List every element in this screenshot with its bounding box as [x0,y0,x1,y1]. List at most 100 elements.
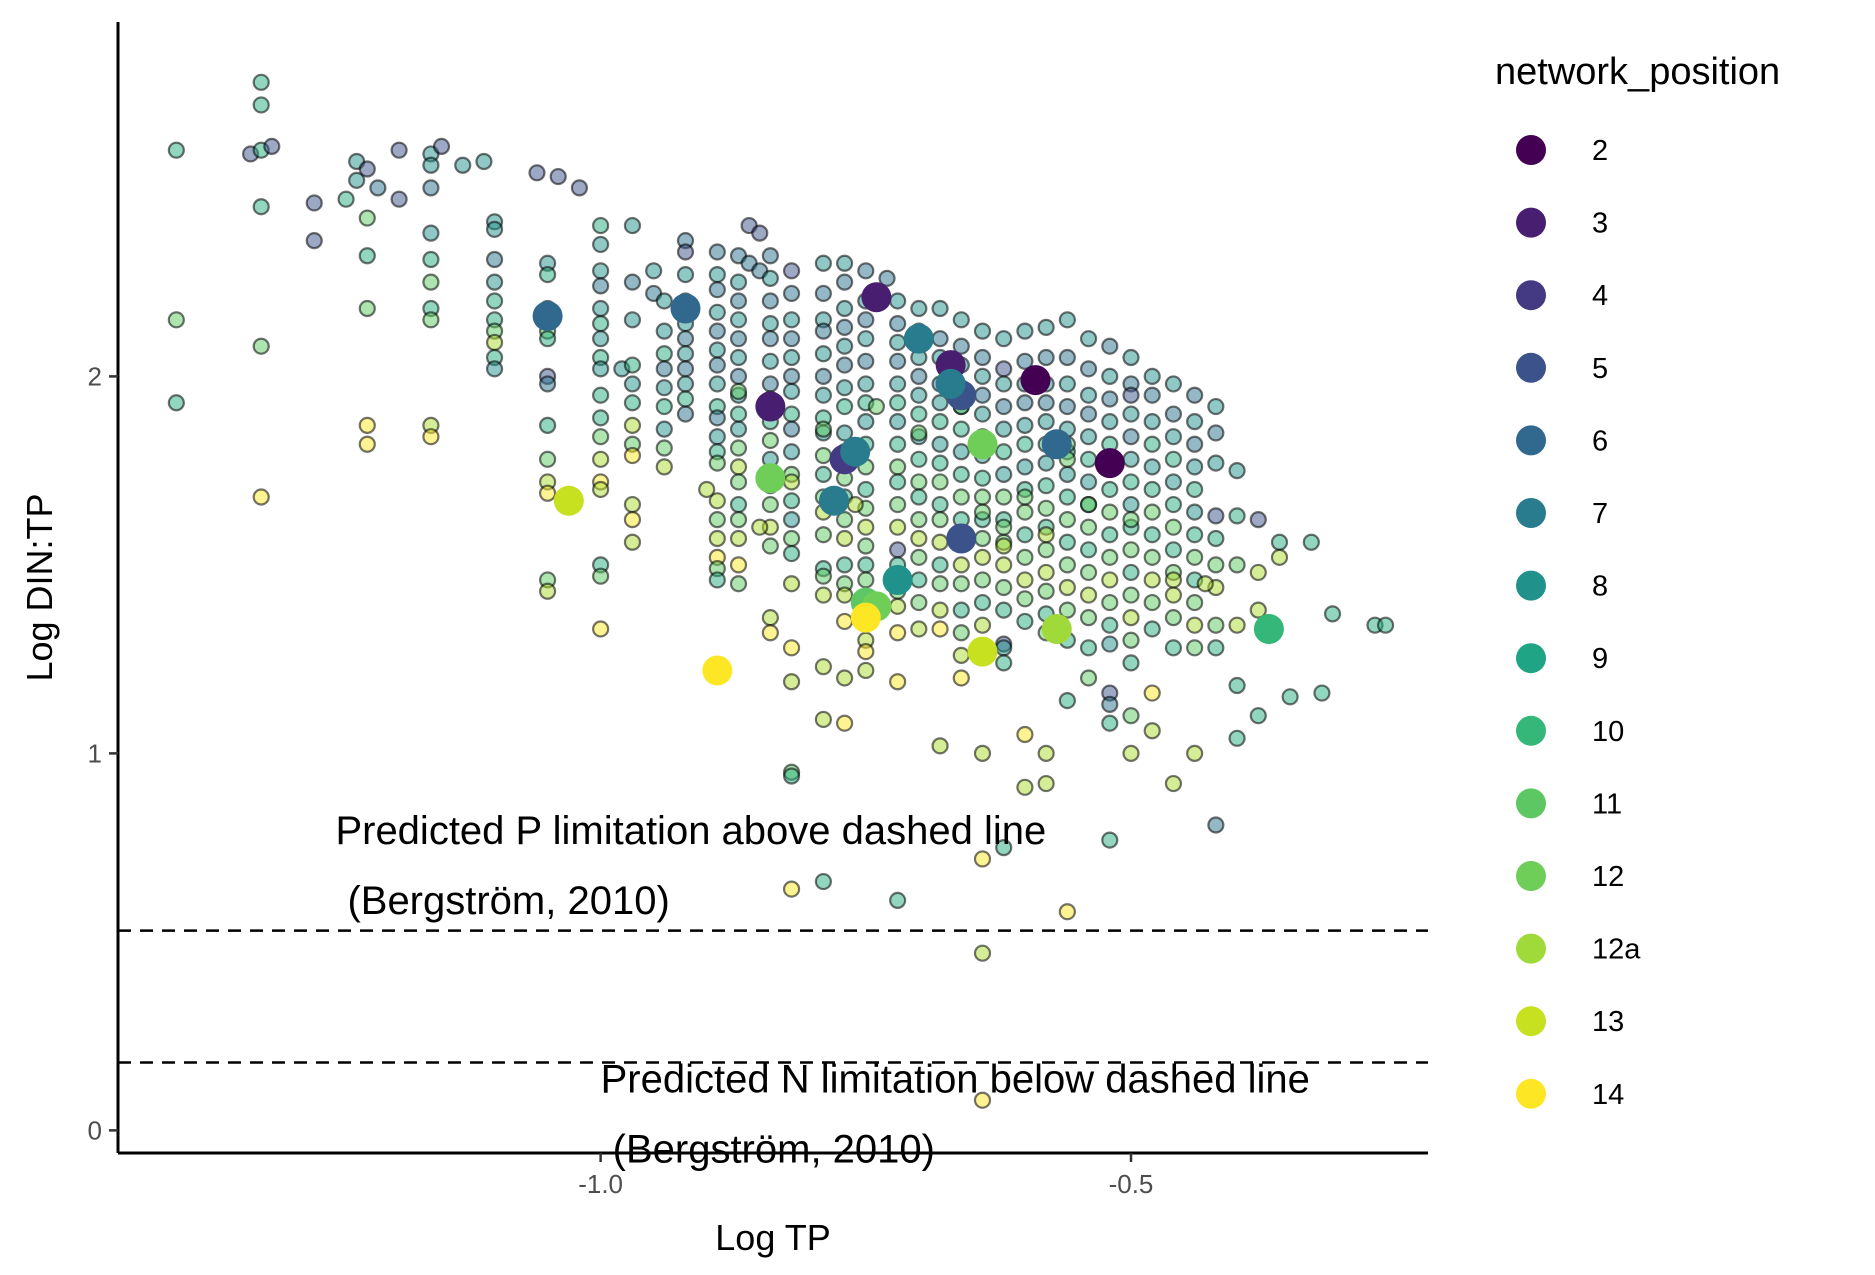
small-point [1186,744,1204,762]
small-point [995,839,1013,857]
small-point [1016,503,1034,521]
large-point-np-2 [1094,448,1125,479]
small-point [623,511,642,529]
small-point [952,443,970,461]
small-point [1016,526,1034,544]
small-point [708,281,726,299]
small-point [814,420,832,438]
small-point [1037,582,1055,600]
small-point [814,710,832,729]
small-point [761,292,779,310]
small-point [835,586,854,604]
small-point [814,658,832,676]
small-point [1143,593,1161,612]
small-point [889,891,907,910]
small-point [1143,458,1161,476]
small-point [835,511,854,529]
small-point [1228,676,1246,695]
small-point [167,141,185,159]
annotations-layer: Predicted P limitation above dashed line… [335,809,1309,1172]
small-point [1164,586,1183,604]
small-point [655,345,673,363]
small-point [1037,499,1055,517]
small-point [1101,695,1119,713]
small-point [1058,691,1076,710]
legend-label-13: 13 [1592,1006,1624,1038]
small-point [1058,578,1076,597]
small-point [570,179,589,197]
small-point [995,360,1013,378]
small-point [1143,722,1161,740]
annotation-1-line2: (Bergström, 2010) [347,879,669,923]
small-point [761,431,779,450]
small-point [952,311,970,329]
small-point [1079,428,1098,446]
small-point [952,488,970,506]
small-point [1249,601,1267,619]
small-point [538,375,557,393]
small-point [1122,495,1140,514]
small-point [1079,495,1098,514]
small-point [973,503,992,521]
small-point [931,533,949,551]
small-point [857,311,875,329]
small-point [1122,511,1140,529]
small-point [167,311,185,329]
small-point [252,488,270,506]
small-point [973,616,992,634]
small-point [910,548,928,566]
small-point [592,386,610,404]
legend-swatch-12a [1516,933,1546,964]
small-point [708,322,726,340]
small-point [358,247,376,265]
small-point [422,273,440,291]
small-point [931,556,949,574]
small-point [708,265,726,284]
legend-label-7: 7 [1592,498,1608,530]
small-point [729,439,748,457]
small-point [1122,348,1140,367]
small-point [782,511,801,529]
small-point [1228,616,1246,634]
small-point [973,488,992,506]
small-point [676,390,695,408]
small-point [729,420,748,438]
small-point [390,141,408,159]
small-point [835,318,854,336]
large-point-np-5 [946,523,977,554]
small-point [676,375,695,393]
small-point [995,601,1013,619]
small-point [835,254,854,272]
small-point [623,394,642,412]
small-point [814,586,832,604]
small-point [995,518,1013,536]
small-point [1164,609,1183,627]
x-tick-label: -0.5 [1109,1169,1154,1199]
annotation-2-line2: (Bergström, 2010) [613,1128,935,1172]
small-point [1186,548,1204,566]
small-point [814,322,832,340]
small-point [857,375,875,393]
small-point [995,375,1013,393]
small-point [1207,529,1225,548]
small-point [1016,590,1034,608]
small-point [1323,605,1342,623]
small-point [782,405,801,423]
small-point [475,152,493,171]
small-point [782,348,801,367]
small-point [1016,458,1034,476]
large-point-np-13 [967,636,998,667]
small-point [1164,375,1183,393]
large-point-np-12a [1041,613,1072,644]
small-point [761,375,779,393]
small-point [1101,367,1119,385]
small-point [708,356,726,374]
legend-swatch-11 [1516,788,1546,819]
small-point [655,397,673,416]
legend-label-6: 6 [1592,425,1608,457]
small-point [835,337,854,355]
legend-label-5: 5 [1592,353,1608,385]
small-point [358,160,376,178]
legend-label-14: 14 [1592,1079,1624,1111]
